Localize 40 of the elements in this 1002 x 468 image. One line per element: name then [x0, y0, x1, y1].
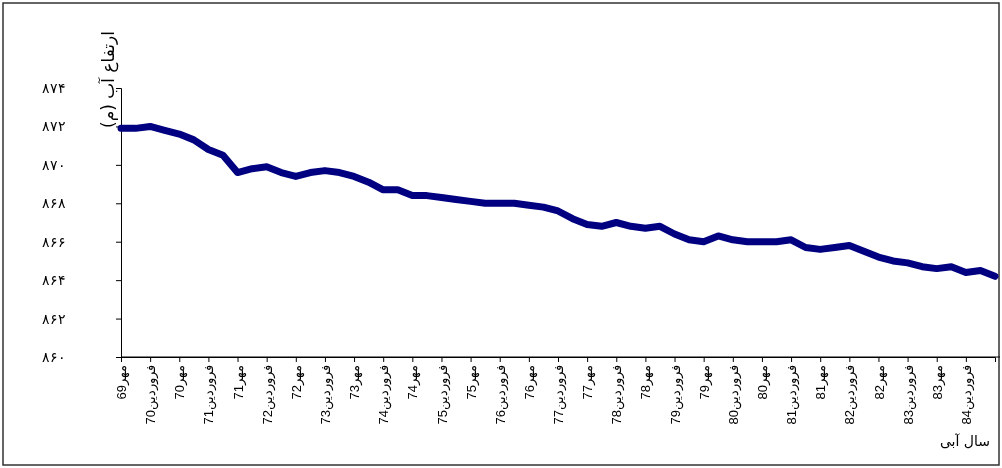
y-tick-label: ۸۶۴ [42, 272, 66, 289]
x-tick-label: مهر70 [172, 365, 189, 400]
y-tick-label: ۸۷۲ [42, 118, 66, 135]
y-tick-label: ۸۶۲ [42, 310, 66, 327]
x-tick-label: مهر69 [114, 365, 131, 400]
x-tick-label: مهر76 [521, 365, 538, 400]
x-tick-label: مهر71 [230, 365, 247, 400]
x-tick-label: مهر72 [288, 365, 305, 400]
y-tick-label: ۸۶۸ [42, 195, 66, 212]
x-tick-label: فروردین70 [143, 365, 160, 425]
x-tick-label: مهر81 [813, 365, 830, 400]
x-tick-label: فروردین77 [551, 365, 568, 425]
y-tick-label: ۸۷۰ [42, 156, 66, 173]
y-tick-label: ۸۶۶ [42, 233, 66, 250]
x-tick-label: فروردین81 [784, 365, 801, 425]
x-tick-label: مهر83 [929, 365, 946, 400]
x-tick-label: فروردین75 [434, 365, 451, 425]
x-tick-label: فروردین74 [376, 365, 393, 425]
x-tick-label: فروردین78 [609, 365, 626, 425]
x-tick-label: فروردین83 [900, 365, 917, 425]
x-tick-label: مهر79 [696, 365, 713, 400]
y-tick-label: ۸۶۰ [42, 348, 66, 365]
x-tick-label: فروردین79 [667, 365, 684, 425]
x-axis-title: سال آبی [939, 433, 990, 449]
x-tick-label: مهر73 [347, 365, 364, 400]
x-tick-label: فروردین72 [259, 365, 276, 425]
x-tick-label: مهر75 [463, 365, 480, 400]
x-tick-label: مهر77 [580, 365, 597, 400]
x-tick-label: مهر80 [754, 365, 771, 400]
y-axis-title: ارتفاع آب (م) [97, 31, 119, 128]
x-tick-label: مهر74 [405, 365, 422, 400]
x-tick-label: مهر82 [871, 365, 888, 400]
y-tick-label: ۸۷۴ [42, 79, 66, 96]
x-tick-label: مهر78 [638, 365, 655, 400]
x-tick-label: فروردین84 [958, 365, 975, 425]
x-tick-label: فروردین76 [492, 365, 509, 425]
x-tick-label: فروردین73 [317, 365, 334, 425]
x-tick-label: فروردین71 [201, 365, 218, 425]
x-tick-label: فروردین82 [842, 365, 859, 425]
x-tick-label: فروردین80 [725, 365, 742, 425]
